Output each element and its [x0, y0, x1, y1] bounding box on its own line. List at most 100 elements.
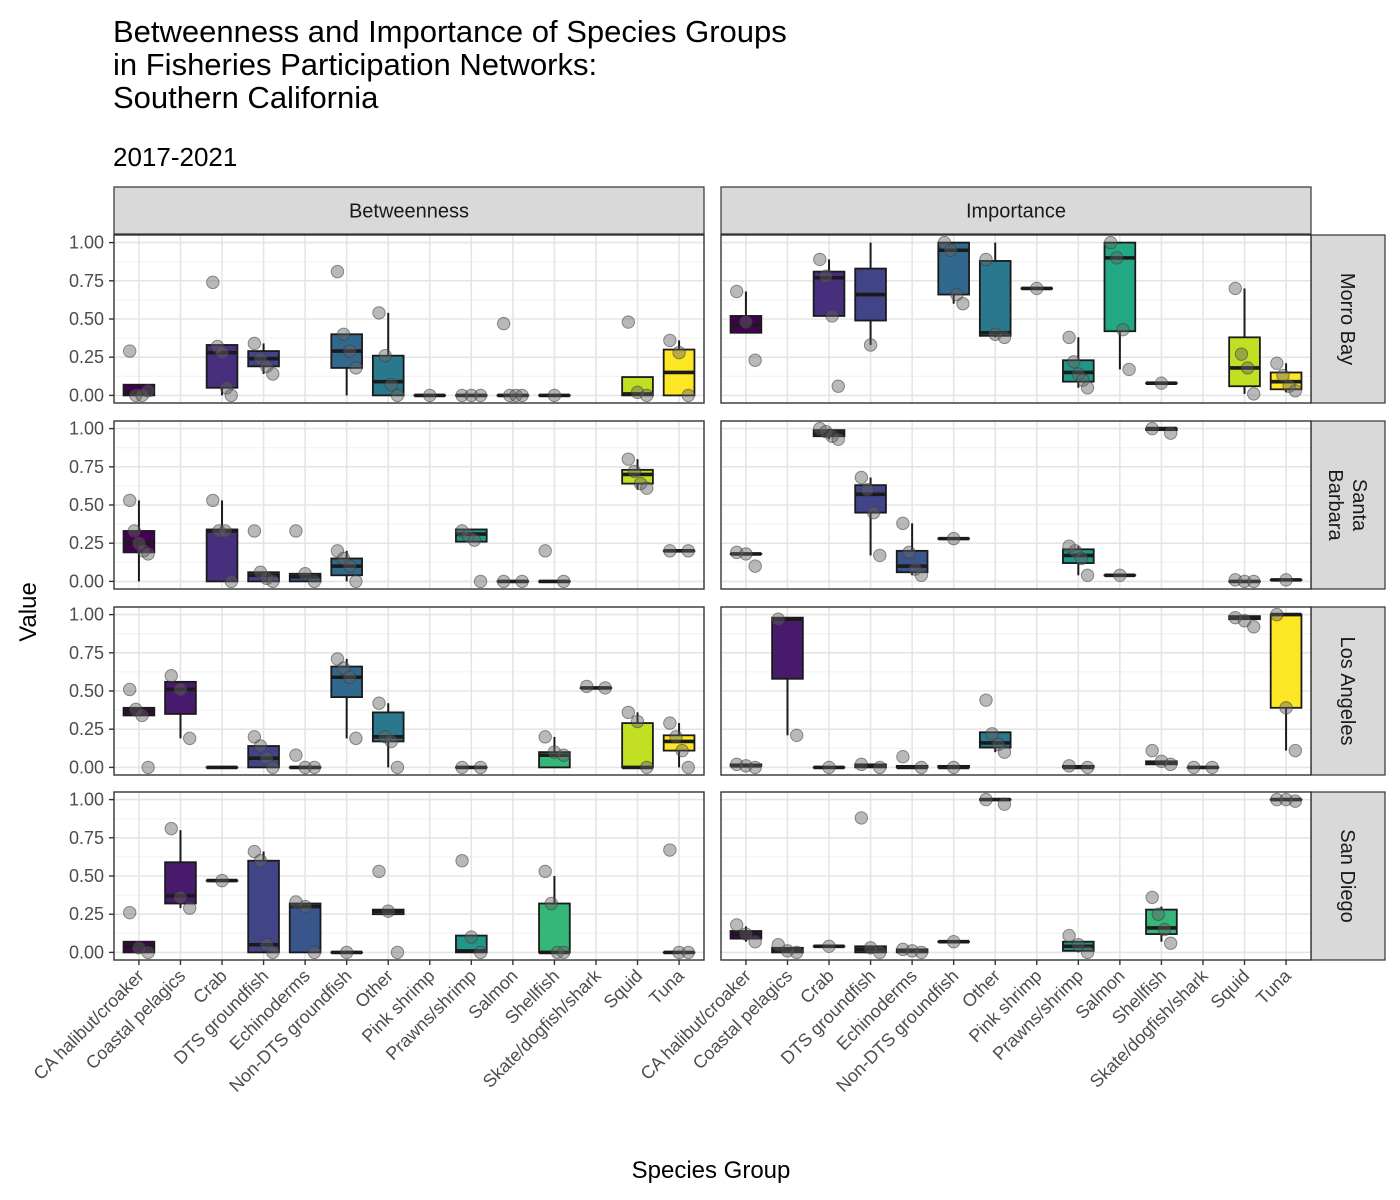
data-point — [831, 379, 845, 393]
chart-title-line: Southern California — [113, 80, 379, 115]
y-tick-label: 0.75 — [69, 457, 104, 477]
boxplot-coastal-pelagics — [771, 938, 804, 960]
facet-panel — [721, 235, 1311, 403]
data-point — [1240, 361, 1255, 375]
data-point — [343, 559, 357, 573]
facet-panel — [721, 607, 1311, 775]
data-point — [640, 388, 654, 403]
boxplot-dts-groundfish — [854, 242, 887, 352]
data-point — [896, 750, 910, 764]
data-point — [183, 731, 197, 746]
data-point — [343, 670, 357, 684]
boxplot-skate-dogfish-shark — [1186, 760, 1220, 775]
data-point — [825, 309, 839, 323]
data-point — [896, 516, 910, 531]
data-point — [464, 930, 479, 944]
data-point — [372, 864, 386, 879]
row-strip-label: San Diego — [1336, 829, 1358, 922]
data-point — [630, 714, 645, 729]
boxplot-tuna — [662, 544, 696, 558]
y-tick-label: 0.50 — [69, 495, 104, 515]
data-point — [946, 935, 961, 949]
data-point — [831, 432, 845, 446]
data-point — [1279, 701, 1293, 715]
data-point — [1247, 387, 1261, 401]
y-tick-label: 0.50 — [69, 681, 104, 701]
y-tick-label: 0.00 — [69, 942, 104, 962]
x-tick-label: Squid — [600, 966, 647, 1013]
boxplot-non-dts-groundfish — [330, 945, 363, 960]
data-point — [790, 728, 804, 743]
data-point — [748, 760, 762, 775]
data-point — [218, 524, 232, 538]
y-tick-label: 0.75 — [69, 271, 104, 291]
boxplot-squid — [621, 452, 654, 495]
boxplot-other — [978, 242, 1012, 345]
data-point — [748, 353, 762, 367]
data-point — [455, 760, 469, 775]
y-tick-label: 1.00 — [69, 233, 104, 253]
boxplot-prawns-shrimp — [1062, 539, 1095, 582]
boxplot-coastal-pelagics — [771, 612, 804, 743]
data-point — [1247, 620, 1261, 634]
data-point — [538, 864, 552, 879]
boxplot-dts-groundfish — [854, 470, 887, 563]
boxplot-echinoderms — [288, 748, 322, 775]
data-point — [289, 524, 303, 538]
data-point — [621, 452, 635, 466]
data-point — [307, 574, 322, 589]
y-tick-label: 0.00 — [69, 571, 104, 591]
y-tick-label: 0.25 — [69, 347, 104, 367]
data-point — [298, 760, 312, 775]
boxplot-tuna — [1269, 573, 1303, 587]
data-point — [307, 945, 322, 960]
boxplot-dts-groundfish — [247, 844, 280, 960]
data-point — [123, 493, 137, 508]
data-point — [819, 269, 833, 283]
data-point — [1270, 356, 1284, 371]
boxplot-tuna — [1269, 607, 1303, 758]
data-point — [1110, 251, 1124, 265]
data-point — [247, 730, 262, 744]
box — [1269, 613, 1303, 709]
data-point — [748, 559, 762, 573]
data-point — [739, 927, 753, 941]
x-tick-label: Tuna — [1252, 965, 1295, 1008]
boxplot-crab — [812, 760, 846, 775]
data-point — [860, 483, 875, 497]
x-tick-label: Tuna — [645, 965, 688, 1008]
boxplot-other — [978, 792, 1012, 811]
boxplot-shellfish — [1145, 890, 1178, 950]
data-point — [372, 696, 386, 710]
data-point — [956, 297, 970, 311]
chart-title-line: Betweenness and Importance of Species Gr… — [113, 14, 787, 49]
data-point — [173, 682, 188, 697]
boxplot-prawns-shrimp — [455, 388, 488, 403]
data-point — [771, 612, 785, 626]
data-point — [813, 252, 827, 267]
data-point — [455, 854, 469, 868]
data-point — [423, 388, 437, 403]
data-point — [825, 429, 839, 443]
data-point — [132, 536, 146, 550]
data-point — [873, 548, 887, 563]
data-point — [672, 345, 686, 360]
boxplot-shellfish — [1145, 743, 1178, 772]
boxplot-prawns-shrimp — [455, 760, 488, 775]
y-tick-label: 0.50 — [69, 309, 104, 329]
data-point — [1113, 568, 1127, 582]
box — [978, 260, 1012, 337]
data-point — [985, 727, 999, 741]
data-point — [1270, 607, 1284, 622]
y-tick-label: 0.50 — [69, 866, 104, 886]
boxplot-squid — [621, 705, 654, 775]
column-strip-label: Importance — [966, 201, 1066, 223]
data-point — [247, 844, 262, 859]
boxplot-ca-halibut-croaker — [122, 682, 156, 775]
data-point — [1080, 568, 1095, 582]
data-point — [515, 388, 529, 403]
data-point — [1080, 945, 1095, 960]
data-point — [473, 388, 488, 403]
y-tick-label: 0.25 — [69, 719, 104, 739]
